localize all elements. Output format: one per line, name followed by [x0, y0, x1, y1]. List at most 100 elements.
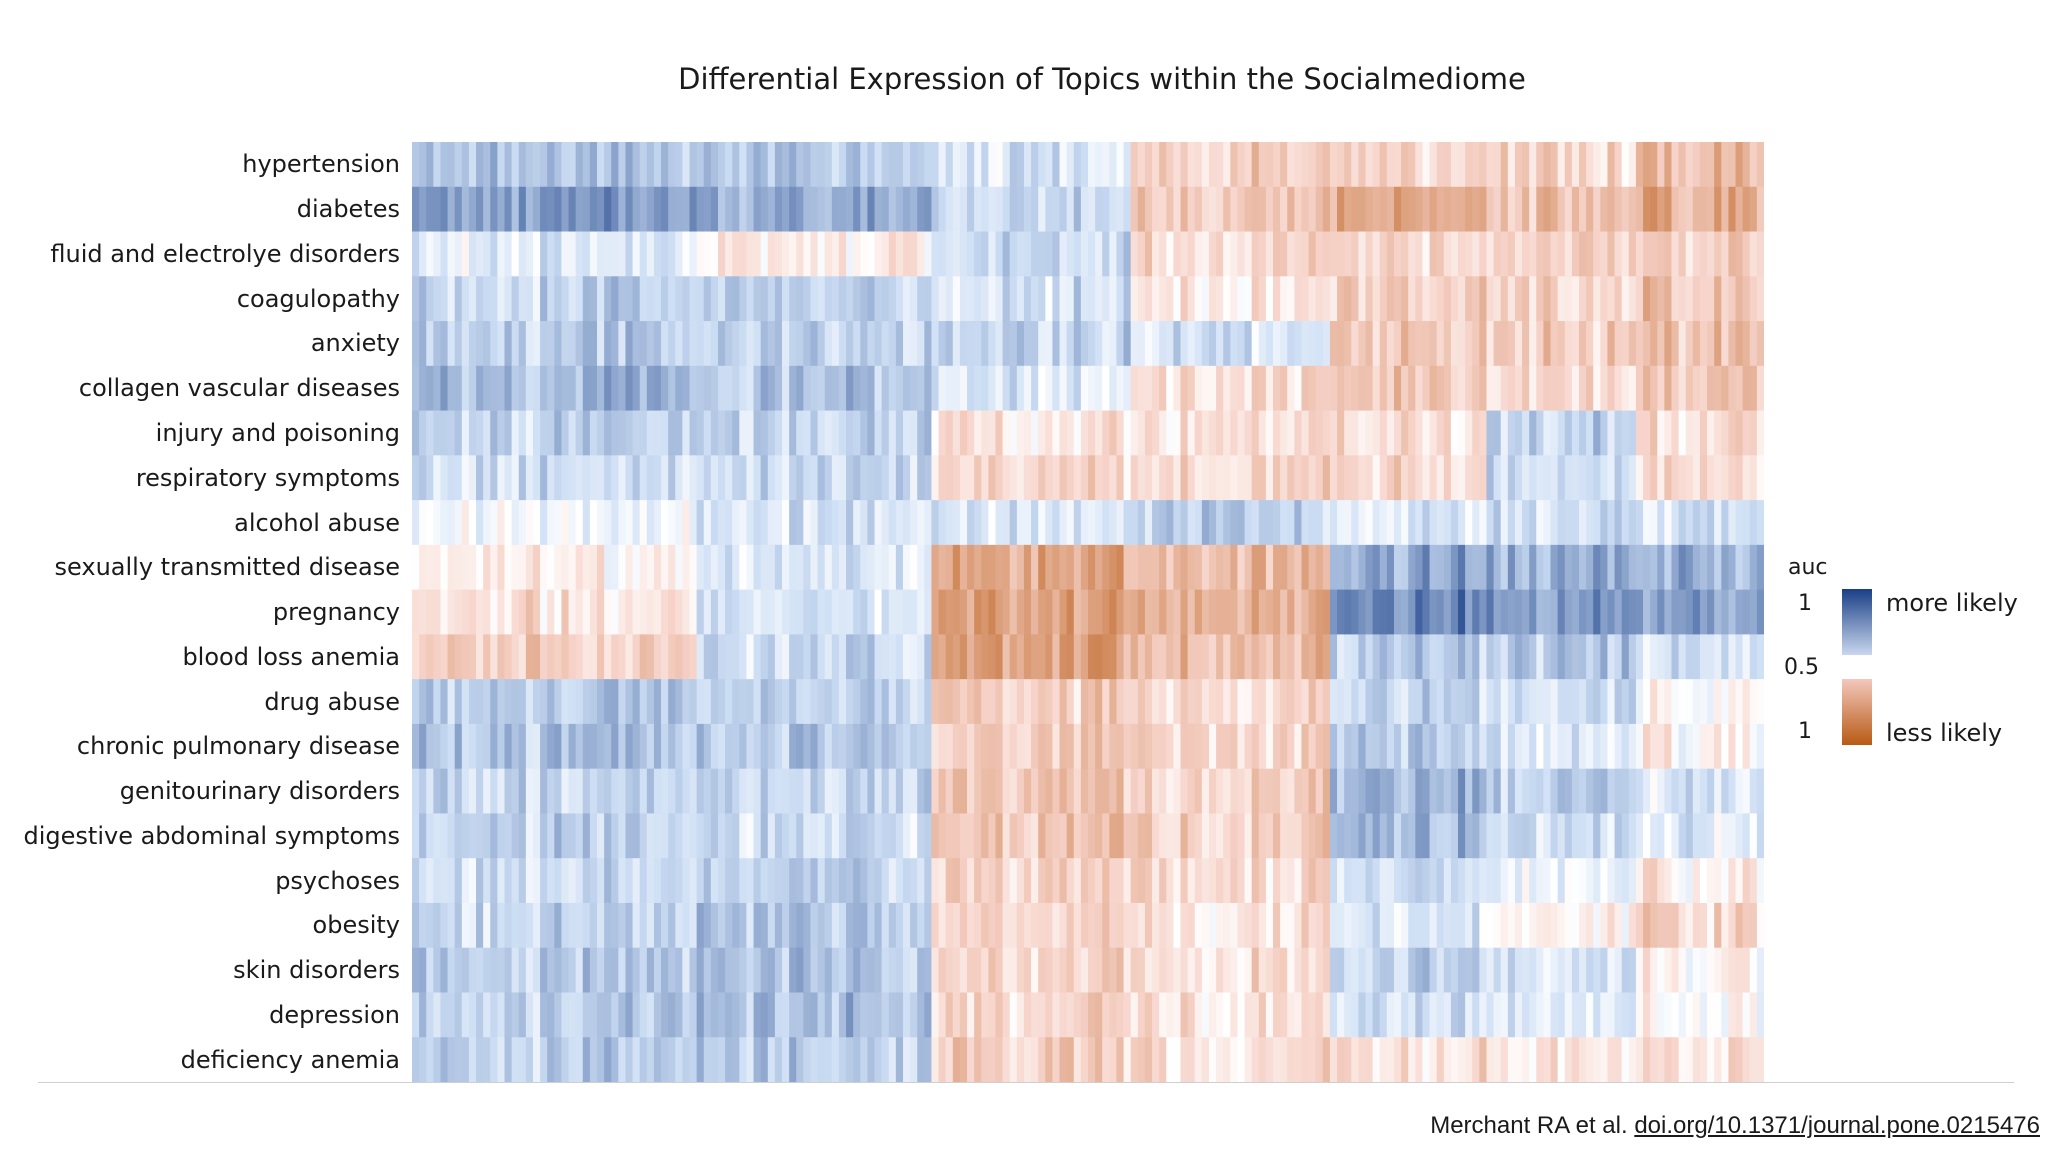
heatmap-cell	[1230, 947, 1239, 994]
heatmap-cell	[412, 276, 420, 322]
heatmap-cell	[1749, 276, 1758, 322]
heatmap-cell	[1080, 231, 1089, 277]
heatmap-cell	[1756, 768, 1764, 815]
heatmap-cell	[874, 231, 883, 277]
heatmap-cell	[1692, 634, 1701, 680]
heatmap-cell	[910, 455, 918, 501]
heatmap-cell	[867, 500, 876, 546]
heatmap-cell	[1443, 321, 1452, 367]
heatmap-cell	[1337, 186, 1345, 233]
heatmap-cell	[1621, 410, 1630, 456]
heatmap-cell	[1678, 634, 1687, 680]
heatmap-cell	[774, 231, 783, 277]
heatmap-cell	[632, 858, 641, 904]
heatmap-cell	[1372, 321, 1381, 367]
heatmap-cell	[1600, 500, 1609, 546]
heatmap-cell	[1486, 723, 1495, 770]
heatmap-cell	[1109, 947, 1118, 994]
heatmap-cell	[817, 276, 826, 322]
heatmap-cell	[547, 634, 555, 680]
heatmap-cell	[1671, 902, 1680, 949]
heatmap-cell	[959, 365, 968, 412]
heatmap-cell	[1486, 947, 1495, 994]
heatmap-cell	[1216, 1037, 1224, 1082]
heatmap-cell	[1244, 1037, 1253, 1082]
heatmap-cell	[511, 410, 520, 456]
heatmap-cell	[561, 634, 570, 680]
heatmap-cell	[1465, 634, 1473, 680]
heatmap-cell	[1102, 365, 1110, 412]
heatmap-cell	[604, 500, 612, 546]
heatmap-cell	[447, 723, 456, 770]
heatmap-cell	[1216, 455, 1224, 501]
heatmap-cell	[1436, 902, 1445, 949]
heatmap-cell	[739, 1037, 748, 1082]
heatmap-cell	[1756, 231, 1764, 277]
heatmap-cell	[1465, 544, 1473, 591]
heatmap-cell	[1742, 186, 1751, 233]
heatmap-cell	[1600, 589, 1609, 635]
heatmap-cell	[1280, 858, 1288, 904]
heatmap-cell	[1458, 276, 1466, 322]
heatmap-cell	[1529, 321, 1537, 367]
heatmap-cell	[1308, 992, 1317, 1038]
heatmap-cell	[1358, 723, 1367, 770]
heatmap-cell	[846, 1037, 854, 1082]
heatmap-cell	[653, 768, 662, 815]
heatmap-cell	[1401, 544, 1409, 591]
heatmap-cell	[696, 992, 705, 1038]
citation-doi-link[interactable]: doi.org/10.1371/journal.pone.0215476	[1634, 1112, 2040, 1139]
heatmap-cell	[1522, 947, 1530, 994]
heatmap-cell	[682, 186, 691, 233]
heatmap-cell	[1657, 589, 1665, 635]
heatmap-cell	[1479, 858, 1488, 904]
heatmap-cell	[1678, 186, 1687, 233]
heatmap-cell	[639, 902, 648, 949]
heatmap-cell	[1393, 902, 1402, 949]
heatmap-cell	[1344, 1037, 1352, 1082]
heatmap-cell	[632, 365, 641, 412]
heatmap-cell	[611, 231, 619, 277]
heatmap-cell	[1337, 544, 1345, 591]
heatmap-cell	[860, 992, 869, 1038]
heatmap-cell	[952, 768, 961, 815]
heatmap-cell	[1450, 276, 1459, 322]
heatmap-cell	[1586, 679, 1594, 725]
heatmap-cell	[1187, 186, 1196, 233]
heatmap-cell	[1479, 500, 1488, 546]
heatmap-cell	[1742, 947, 1751, 994]
heatmap-cell	[753, 186, 762, 233]
heatmap-cell	[1109, 500, 1118, 546]
heatmap-cell	[1166, 276, 1174, 322]
heatmap-cell	[1315, 231, 1324, 277]
heatmap-cell	[1650, 1037, 1658, 1082]
heatmap-cell	[1066, 142, 1075, 188]
heatmap-cell	[767, 679, 776, 725]
heatmap-cell	[653, 276, 662, 322]
heatmap-cell	[1721, 276, 1730, 322]
heatmap-cell	[1308, 768, 1317, 815]
heatmap-cell	[1251, 813, 1260, 859]
heatmap-cell	[1429, 858, 1438, 904]
heatmap-cell	[1009, 947, 1018, 994]
heatmap-cell	[1294, 365, 1303, 412]
heatmap-cell	[1714, 321, 1722, 367]
heatmap-cell	[419, 410, 427, 456]
heatmap-cell	[497, 768, 506, 815]
heatmap-cell	[1479, 186, 1488, 233]
heatmap-cell	[1578, 992, 1587, 1038]
heatmap-cell	[575, 723, 584, 770]
heatmap-cell	[924, 142, 933, 188]
heatmap-cell	[746, 544, 755, 591]
heatmap-cell	[1443, 947, 1452, 994]
heatmap-cell	[1692, 231, 1701, 277]
heatmap-cell	[1116, 723, 1125, 770]
heatmap-cell	[981, 142, 989, 188]
heatmap-cell	[426, 544, 434, 591]
heatmap-cell	[468, 231, 477, 277]
heatmap-cell	[895, 679, 904, 725]
heatmap-cell	[1194, 455, 1203, 501]
heatmap-cell	[625, 634, 634, 680]
heatmap-cell	[967, 231, 975, 277]
heatmap-cell	[1429, 500, 1438, 546]
